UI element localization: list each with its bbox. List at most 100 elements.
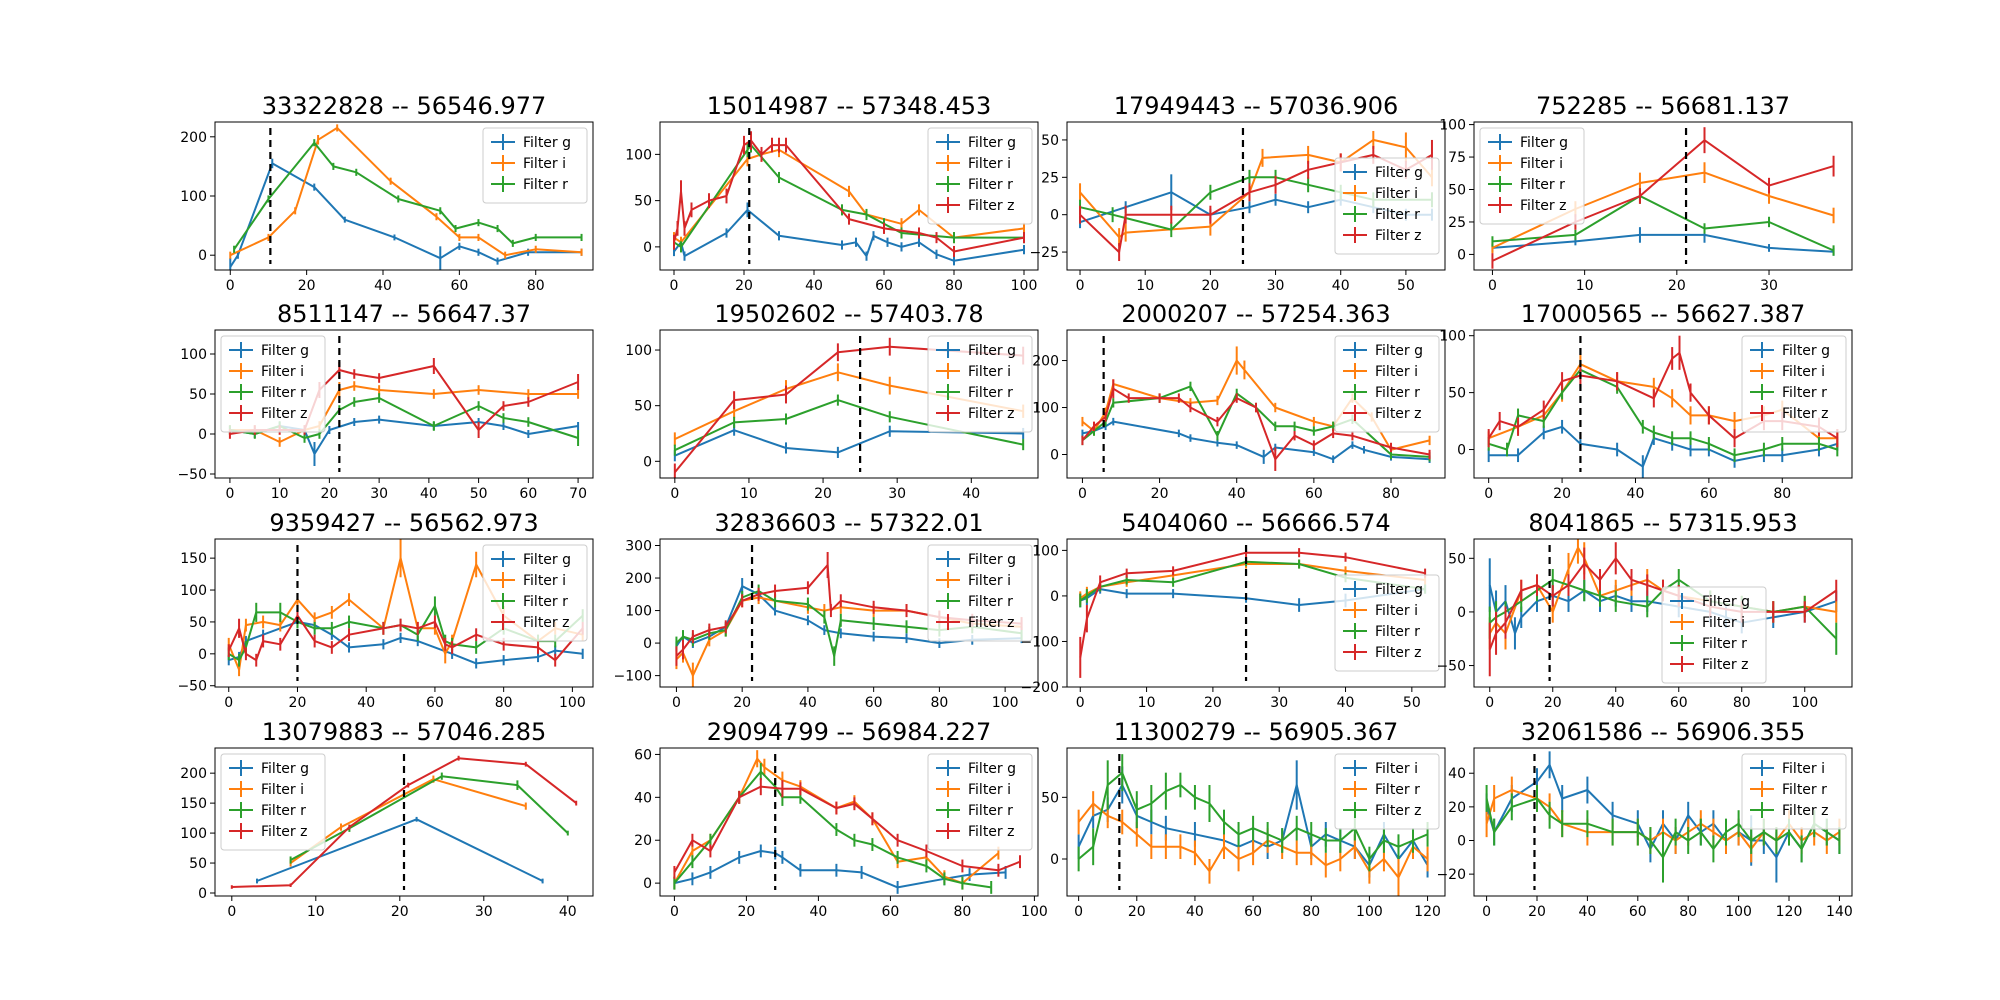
chart-title: 19502602 -- 57403.78 (714, 300, 983, 328)
x-tick-label: 40 (962, 486, 980, 502)
y-tick-label: 100 (180, 583, 207, 599)
axes-frame (659, 329, 1039, 479)
legend-item: Filter r (936, 176, 1013, 193)
axes-frame (659, 121, 1039, 271)
y-tick-label: 50 (634, 399, 652, 415)
y-tick-label: 40 (634, 790, 652, 806)
legend-label: Filter i (261, 364, 304, 380)
y-tick-label: 20 (634, 833, 652, 849)
legend-label: Filter i (1520, 156, 1563, 172)
legend-item: Filter r (491, 593, 568, 610)
legend-label: Filter z (968, 406, 1014, 422)
x-tick-label: 100 (1356, 904, 1383, 920)
axes-frame (1066, 747, 1446, 897)
x-tick-label: 20 (320, 486, 338, 502)
legend-item: Filter z (936, 614, 1014, 631)
x-tick-label: 10 (271, 486, 289, 502)
x-tick-label: 60 (1700, 486, 1718, 502)
legend-item: Filter z (1488, 197, 1566, 214)
chart-panel-15: 11300279 -- 56905.367 0 20 40 60 80 100 120 0 50 F… (1041, 718, 1446, 920)
legend-label: Filter g (523, 552, 571, 568)
legend-item: Filter i (936, 781, 1011, 798)
legend-label: Filter i (968, 573, 1011, 589)
chart-panel-3: 17949443 -- 57036.906 0 10 20 30 40 50 −25 0 25 50… (1029, 92, 1446, 294)
x-tick-label: 40 (799, 695, 817, 711)
x-tick-label: 40 (1607, 695, 1625, 711)
chart-title: 5404060 -- 56666.574 (1121, 509, 1390, 537)
legend-label: Filter r (968, 385, 1013, 401)
x-tick-label: 0 (1488, 278, 1497, 294)
series-line (1079, 153, 1433, 254)
legend-item: Filter r (1343, 623, 1420, 640)
legend-label: Filter g (1520, 135, 1568, 151)
legend-item: Filter g (1343, 581, 1423, 598)
legend-item: Filter g (491, 551, 571, 568)
legend-item: Filter i (1750, 760, 1825, 777)
x-tick-label: 50 (470, 486, 488, 502)
legend-label: Filter g (968, 761, 1016, 777)
y-tick-label: 100 (625, 147, 652, 163)
legend: Filter g Filter i Filter r Filter z (1334, 335, 1440, 433)
series-filter-r (233, 139, 583, 253)
y-tick-label: 150 (180, 551, 207, 567)
y-tick-label: 50 (1448, 183, 1466, 199)
series-line (229, 126, 582, 257)
y-tick-label: −50 (177, 467, 207, 483)
x-tick-label: 20 (289, 695, 307, 711)
x-tick-label: 60 (1629, 904, 1647, 920)
legend: Filter g Filter i Filter r Filter z (1741, 335, 1847, 433)
y-tick-label: 200 (180, 766, 207, 782)
legend-label: Filter i (1375, 364, 1418, 380)
series-filter-g (673, 202, 1025, 266)
legend-item: Filter g (936, 551, 1016, 568)
y-tick-label: 200 (1032, 354, 1059, 370)
legend-item: Filter g (491, 134, 571, 151)
plot-area (229, 124, 583, 270)
legend-label: Filter r (1520, 177, 1565, 193)
x-tick-label: 100 (559, 695, 586, 711)
x-tick-label: 40 (1337, 695, 1355, 711)
legend-label: Filter r (1782, 782, 1827, 798)
chart-title: 17000565 -- 56627.387 (1521, 300, 1806, 328)
y-tick-label: 300 (625, 539, 652, 555)
x-tick-label: 80 (953, 904, 971, 920)
axes-frame (1066, 329, 1446, 479)
series-line (1488, 425, 1838, 468)
legend: Filter g Filter i Filter r Filter z (1661, 586, 1767, 684)
legend-box (482, 544, 588, 642)
legend-item: Filter r (1343, 781, 1420, 798)
x-tick-label: 20 (733, 695, 751, 711)
chart-title: 13079883 -- 57046.285 (262, 718, 547, 746)
series-line (229, 162, 582, 268)
y-tick-label: 50 (1448, 551, 1466, 567)
series-filter-i (229, 124, 583, 259)
x-tick-label: 20 (1128, 904, 1146, 920)
y-tick-label: 20 (1448, 800, 1466, 816)
axes-frame (1473, 747, 1853, 897)
x-tick-label: 60 (865, 695, 883, 711)
series-filter-z (1077, 754, 1429, 872)
y-tick-label: 0 (1050, 589, 1059, 605)
x-tick-label: 20 (391, 904, 409, 920)
legend-label: Filter r (1375, 207, 1420, 223)
chart-title: 29094799 -- 56984.227 (707, 718, 992, 746)
x-tick-label: 0 (1484, 486, 1493, 502)
x-tick-label: 30 (1267, 278, 1285, 294)
legend-item: Filter z (1750, 802, 1828, 819)
y-tick-label: 40 (1448, 766, 1466, 782)
legend-item: Filter i (936, 155, 1011, 172)
y-tick-label: 0 (1457, 247, 1466, 263)
legend-item: Filter g (1343, 164, 1423, 181)
y-tick-label: 0 (1457, 605, 1466, 621)
series-line (1492, 195, 1835, 252)
legend-item: Filter z (1670, 656, 1748, 673)
x-tick-label: 0 (1078, 486, 1087, 502)
legend-item: Filter z (936, 197, 1014, 214)
series-line (674, 850, 1006, 889)
legend-label: Filter z (1520, 198, 1566, 214)
legend-label: Filter i (523, 156, 566, 172)
x-tick-label: 0 (1074, 904, 1083, 920)
legend-item: Filter i (1343, 185, 1418, 202)
x-tick-label: 20 (1151, 486, 1169, 502)
axes-frame (214, 329, 594, 479)
